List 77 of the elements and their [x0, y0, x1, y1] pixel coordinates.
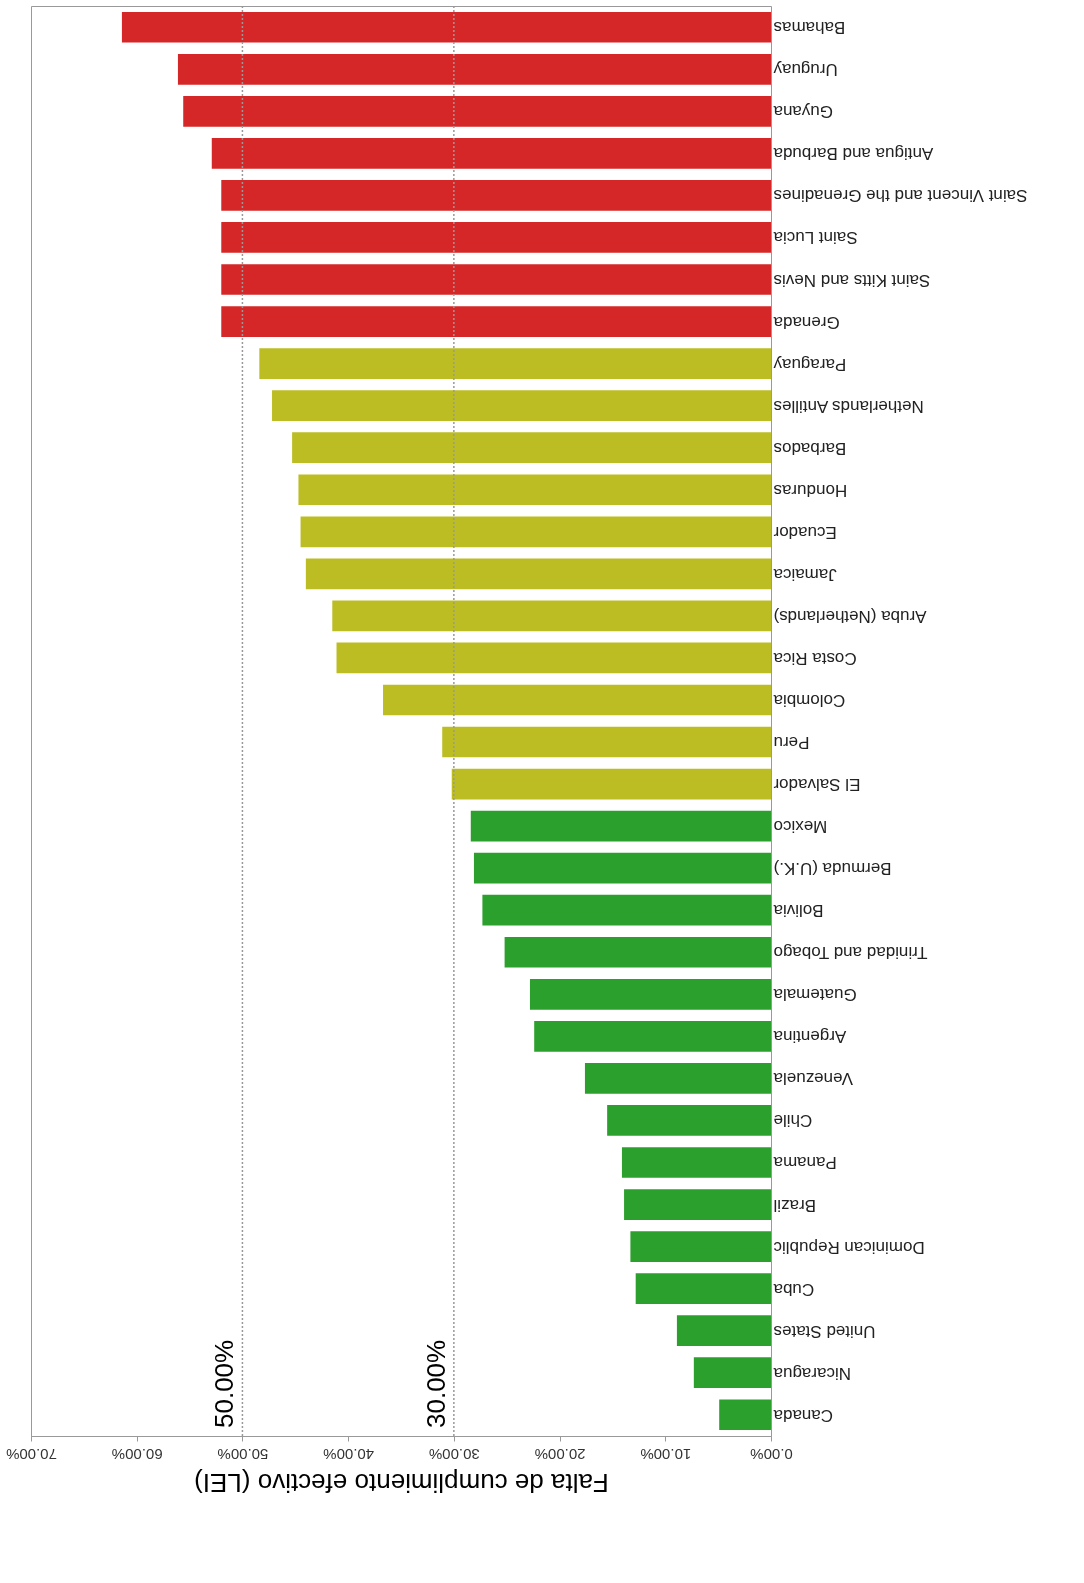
- y-tick-label: Canada: [772, 1405, 834, 1425]
- y-tick-label: Colombia: [772, 690, 846, 710]
- x-tick-label: 0.00%: [750, 1445, 793, 1463]
- y-tick-label: Netherlands Antilles: [773, 396, 924, 416]
- bar: [719, 1399, 771, 1431]
- y-tick-label: Cuba: [772, 1279, 815, 1299]
- bar: [121, 11, 771, 43]
- bar: [451, 768, 771, 800]
- y-tick-label: Saint Lucia: [772, 228, 858, 248]
- y-tick-label: Barbados: [773, 438, 847, 458]
- bar: [630, 1231, 771, 1262]
- bar: [300, 516, 771, 548]
- bar: [676, 1315, 771, 1347]
- bar: [482, 894, 771, 926]
- bar: [221, 180, 771, 211]
- y-tick-label: Venezuela: [772, 1069, 853, 1089]
- y-tick-label: Chile: [773, 1111, 813, 1131]
- bar: [221, 264, 771, 295]
- y-tick-label: Ecuador: [773, 522, 837, 542]
- y-tick-label: Bahamas: [773, 18, 846, 38]
- x-tick-label: 10.00%: [640, 1445, 692, 1463]
- bar: [607, 1105, 771, 1136]
- x-tick-label: 30.00%: [428, 1445, 480, 1463]
- bar: [305, 558, 771, 590]
- x-tick-label: 50.00%: [217, 1445, 269, 1463]
- x-axis-title: Falta de cumplimiento efectivo (LEI): [194, 1467, 609, 1498]
- bar: [529, 978, 771, 1010]
- y-tick-label: Uruguay: [773, 60, 838, 80]
- y-tick-label: Jamaica: [772, 564, 837, 584]
- bar: [259, 348, 771, 379]
- y-tick-label: Brazil: [773, 1195, 817, 1215]
- y-tick-label: Trinidad and Tobago: [773, 943, 928, 963]
- y-tick-label: Bermuda (U.K.): [773, 859, 892, 879]
- y-tick-label: Argentina: [772, 1027, 847, 1047]
- y-tick-label: Antigua and Barbuda: [772, 144, 934, 164]
- bar: [442, 726, 771, 758]
- bar: [177, 53, 771, 85]
- x-tick-label: 70.00%: [6, 1445, 57, 1463]
- bar: [292, 432, 771, 464]
- bar: [635, 1273, 771, 1304]
- bar: [624, 1189, 771, 1220]
- bar: [693, 1357, 771, 1389]
- x-tick-label: 60.00%: [111, 1445, 163, 1463]
- y-tick-label: Guyana: [772, 102, 834, 122]
- bar: [332, 600, 771, 632]
- bar: [221, 222, 771, 253]
- y-tick-label: El Salvador: [773, 775, 861, 795]
- bar: [211, 138, 771, 169]
- bar: [534, 1021, 771, 1052]
- y-tick-label: Peru: [773, 733, 810, 753]
- bar: [183, 95, 771, 127]
- y-tick-label: Dominican Republic: [773, 1237, 925, 1257]
- x-tick-label: 20.00%: [534, 1445, 586, 1463]
- bar: [504, 936, 771, 968]
- y-tick-label: Nicaragua: [772, 1363, 851, 1383]
- bar: [272, 390, 771, 421]
- y-tick-label: Panama: [772, 1153, 837, 1173]
- y-tick-label: United States: [773, 1321, 876, 1341]
- x-tick-label: 40.00%: [323, 1445, 375, 1463]
- bar: [473, 852, 771, 884]
- y-tick-label: Paraguay: [773, 354, 847, 374]
- bar: [298, 474, 771, 506]
- bar: [470, 810, 771, 842]
- bar: [621, 1147, 771, 1178]
- y-tick-label: Mexico: [773, 817, 828, 837]
- bar: [584, 1063, 771, 1094]
- y-tick-label: Aruba (Netherlands): [773, 606, 927, 626]
- y-tick-label: Honduras: [773, 480, 848, 500]
- bar: [336, 642, 771, 674]
- bar: [221, 306, 771, 337]
- y-tick-label: Bolivia: [772, 901, 824, 921]
- y-tick-label: Guatemala: [772, 985, 857, 1005]
- y-tick-label: Costa Rica: [772, 648, 857, 668]
- y-tick-label: Grenada: [772, 312, 840, 332]
- y-tick-label: Saint Vincent and the Grenadines: [773, 186, 1028, 206]
- bar: [383, 684, 771, 716]
- y-tick-label: Saint Kitts and Nevis: [773, 270, 931, 290]
